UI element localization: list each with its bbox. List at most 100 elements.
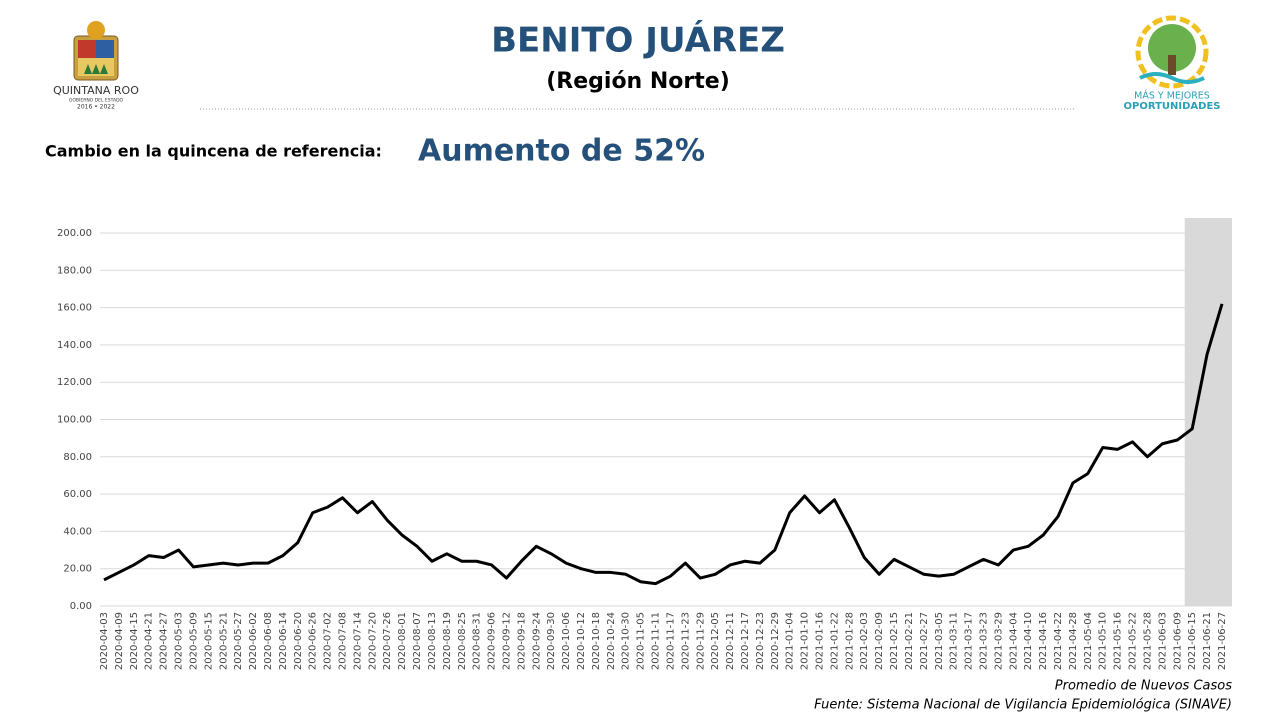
y-tick-label: 80.00 <box>63 452 92 463</box>
y-tick-label: 160.00 <box>57 303 92 314</box>
x-tick-label: 2021-03-23 <box>978 612 989 670</box>
source: Fuente: Sistema Nacional de Vigilancia E… <box>814 698 1232 713</box>
y-tick-label: 180.00 <box>57 265 92 276</box>
x-tick-label: 2021-05-16 <box>1113 612 1124 670</box>
x-tick-label: 2021-03-29 <box>993 612 1004 670</box>
x-tick-label: 2020-07-26 <box>382 612 393 670</box>
x-tick-label: 2021-01-22 <box>829 612 840 670</box>
data-line <box>103 303 1224 586</box>
logo-line2: OPORTUNIDADES <box>1124 101 1221 112</box>
x-tick-label: 2020-05-21 <box>218 612 229 670</box>
x-tick-label: 2021-04-28 <box>1068 612 1079 670</box>
x-tick-label: 2020-04-09 <box>114 612 125 670</box>
x-tick-label: 2021-02-15 <box>889 612 900 670</box>
x-tick-label: 2020-12-23 <box>755 612 766 670</box>
x-tick-label: 2020-09-30 <box>546 612 557 670</box>
x-tick-label: 2020-06-14 <box>278 612 289 670</box>
x-tick-label: 2020-11-17 <box>665 612 676 670</box>
x-tick-label: 2020-08-25 <box>457 612 468 670</box>
x-tick-label: 2020-10-30 <box>621 612 632 670</box>
change-label: Cambio en la quincena de referencia: <box>45 142 382 161</box>
x-tick-label: 2020-10-12 <box>576 612 587 670</box>
x-tick-label: 2021-06-21 <box>1202 612 1213 670</box>
x-tick-label: 2020-05-09 <box>188 612 199 670</box>
x-tick-label: 2021-02-21 <box>904 612 915 670</box>
x-tick-label: 2020-10-24 <box>606 612 617 670</box>
title: BENITO JUÁREZ <box>491 20 785 61</box>
x-tick-label: 2020-08-13 <box>427 612 438 670</box>
x-tick-label: 2021-06-27 <box>1217 612 1228 670</box>
y-tick-label: 0.00 <box>70 601 92 612</box>
x-tick-label: 2021-05-04 <box>1083 612 1094 670</box>
x-tick-label: 2020-09-24 <box>531 612 542 670</box>
x-tick-label: 2021-02-03 <box>859 612 870 670</box>
x-tick-label: 2020-06-08 <box>263 612 274 670</box>
x-tick-label: 2021-03-05 <box>934 612 945 670</box>
y-tick-label: 20.00 <box>63 564 92 575</box>
x-tick-label: 2020-07-20 <box>367 612 378 670</box>
x-tick-label: 2020-05-27 <box>233 612 244 670</box>
x-tick-label: 2020-08-31 <box>472 612 483 670</box>
x-tick-label: 2020-08-07 <box>412 612 423 670</box>
logo-years: 2016 • 2022 <box>77 104 115 111</box>
x-tick-label: 2020-11-29 <box>695 612 706 670</box>
y-tick-label: 140.00 <box>57 340 92 351</box>
highlight-band <box>1184 218 1232 606</box>
x-tick-label: 2020-12-11 <box>725 612 736 670</box>
plot: 0.00 20.00 40.00 60.00 80.00 100.00 120.00 140.… <box>57 218 1232 670</box>
x-tick-label: 2021-02-09 <box>874 612 885 670</box>
x-tick-label: 2021-05-28 <box>1142 612 1153 670</box>
y-tick-label: 60.00 <box>63 489 92 500</box>
x-tick-label: 2020-04-03 <box>99 612 110 670</box>
x-tick-label: 2020-05-15 <box>203 612 214 670</box>
subtitle: (Región Norte) <box>546 69 730 94</box>
x-tick-label: 2020-12-05 <box>710 612 721 670</box>
x-tick-label: 2021-04-04 <box>1008 612 1019 670</box>
x-tick-label: 2020-04-15 <box>129 612 140 670</box>
x-tick-label: 2020-07-02 <box>323 612 334 670</box>
x-tick-label: 2021-01-16 <box>815 612 826 670</box>
x-tick-label: 2021-01-04 <box>785 612 796 670</box>
x-tick-label: 2021-06-15 <box>1187 612 1198 670</box>
y-tick-label: 120.00 <box>57 377 92 388</box>
x-tick-label: 2021-01-10 <box>800 612 811 670</box>
x-tick-label: 2020-06-26 <box>308 612 319 670</box>
x-tick-label: 2020-06-02 <box>248 612 259 670</box>
x-tick-label: 2020-11-11 <box>651 612 662 670</box>
x-tick-label: 2020-08-01 <box>397 612 408 670</box>
x-tick-label: 2020-09-12 <box>501 612 512 670</box>
x-tick-label: 2021-01-28 <box>844 612 855 670</box>
x-tick-label: 2021-04-16 <box>1038 612 1049 670</box>
x-tick-label: 2021-06-09 <box>1172 612 1183 670</box>
logo-line1: MÁS Y MEJORES <box>1134 90 1210 102</box>
change-value: Aumento de 52% <box>418 134 705 169</box>
x-tick-label: 2020-04-27 <box>159 612 170 670</box>
y-tick-label: 40.00 <box>63 526 92 537</box>
logo-tagline: GOBIERNO DEL ESTADO <box>69 98 124 104</box>
x-tick-label: 2020-10-18 <box>591 612 602 670</box>
x-tick-label: 2020-09-06 <box>487 612 498 670</box>
x-tick-label: 2020-04-21 <box>144 612 155 670</box>
x-tick-label: 2020-10-06 <box>561 612 572 670</box>
x-tick-label: 2021-02-27 <box>919 612 930 670</box>
x-tick-label: 2020-06-20 <box>293 612 304 670</box>
x-tick-label: 2020-08-19 <box>442 612 453 670</box>
y-tick-label: 200.00 <box>57 228 92 239</box>
x-tick-label: 2020-05-03 <box>174 612 185 670</box>
x-tick-label: 2021-05-22 <box>1128 612 1139 670</box>
x-tick-label: 2021-04-10 <box>1023 612 1034 670</box>
x-tick-label: 2021-04-22 <box>1053 612 1064 670</box>
x-tick-label: 2020-09-18 <box>516 612 527 670</box>
right-logo: MÁS Y MEJORES OPORTUNIDADES <box>1124 15 1221 112</box>
x-tick-label: 2020-07-14 <box>352 612 363 670</box>
x-tick-label: 2020-12-29 <box>770 612 781 670</box>
left-logo: QUINTANA ROO GOBIERNO DEL ESTADO 2016 • … <box>53 21 139 111</box>
logo-name: QUINTANA ROO <box>53 84 139 97</box>
x-tick-label: 2021-03-17 <box>964 612 975 670</box>
x-tick-label: 2020-11-05 <box>636 612 647 670</box>
x-tick-label: 2020-12-17 <box>740 612 751 670</box>
x-tick-label: 2021-05-10 <box>1098 612 1109 670</box>
x-tick-label: 2020-07-08 <box>338 612 349 670</box>
x-tick-label: 2020-11-23 <box>680 612 691 670</box>
